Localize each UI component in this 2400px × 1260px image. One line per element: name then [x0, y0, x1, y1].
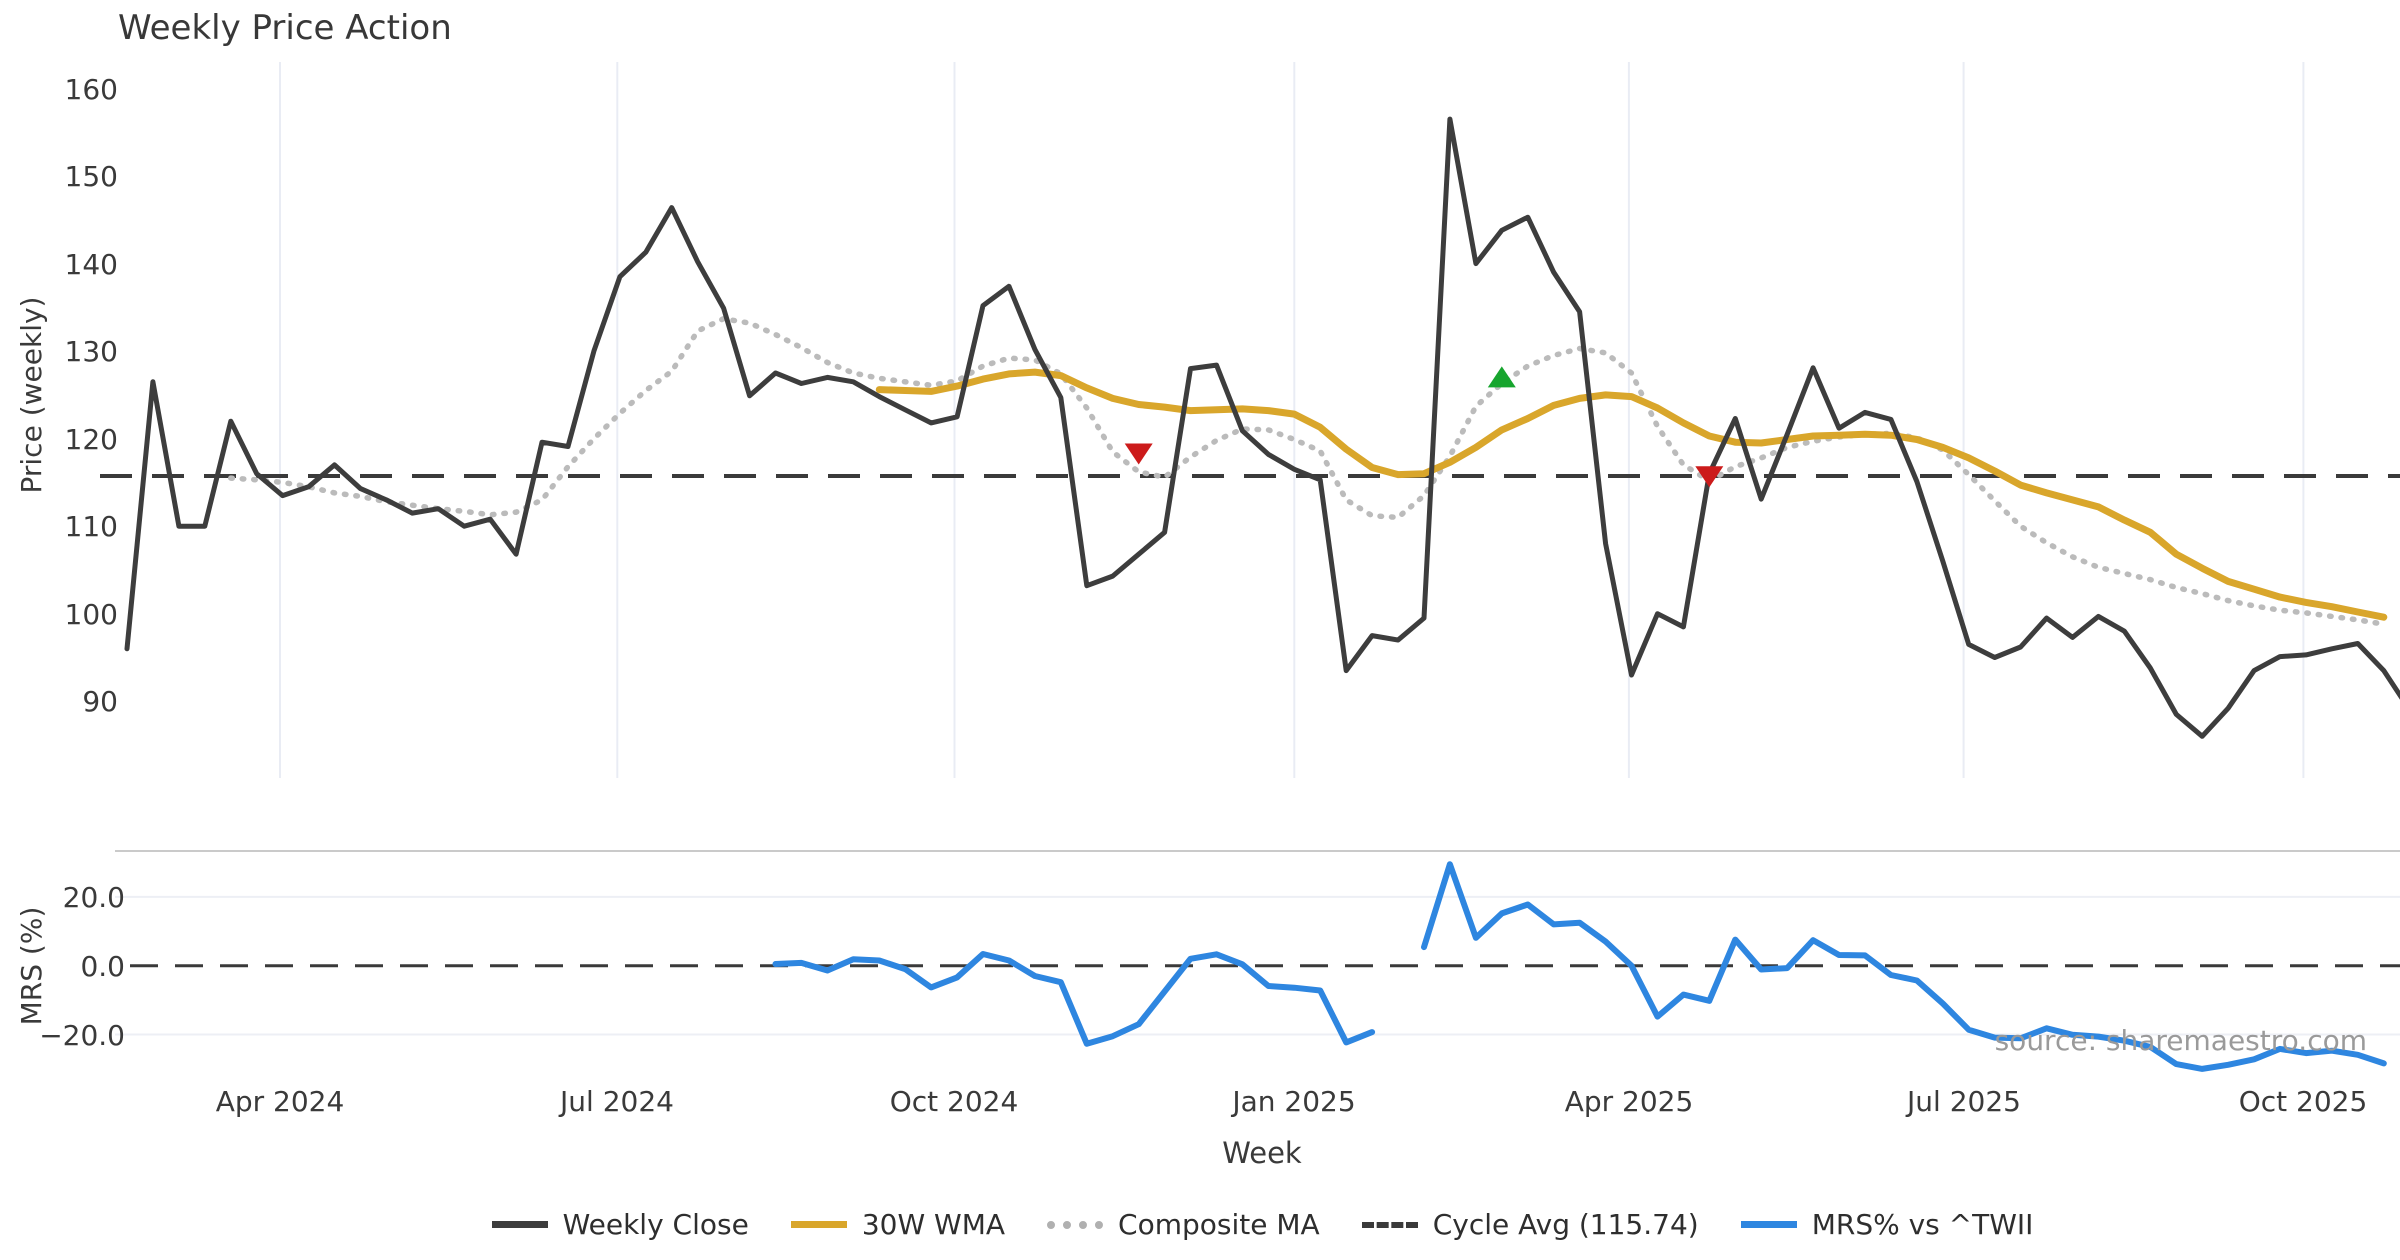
- x-tick-label: Apr 2025: [1564, 1085, 1694, 1118]
- mrs-ytick-label: 0.0: [80, 950, 125, 983]
- buy-signal-marker: [1487, 366, 1516, 388]
- x-tick-label: Oct 2024: [889, 1085, 1019, 1118]
- legend-label: Weekly Close: [562, 1208, 749, 1241]
- legend-label: 30W WMA: [861, 1208, 1006, 1241]
- source-watermark: source: sharemaestro.com: [1994, 1024, 2367, 1057]
- price-ytick-label: 140: [64, 248, 118, 281]
- x-tick-label: Jan 2025: [1232, 1085, 1356, 1118]
- weekly-close-line: [124, 116, 2400, 739]
- cycle-avg-swatch-icon: [1361, 1221, 1418, 1228]
- sell-signal-marker: [1124, 443, 1153, 465]
- mrs-line: [1421, 861, 2387, 1072]
- x-tick-label: Jul 2024: [560, 1085, 674, 1118]
- page-title: Weekly Price Action: [118, 8, 452, 48]
- legend-label: Cycle Avg (115.74): [1432, 1208, 1699, 1241]
- legend-item-30w-wma: 30W WMA: [790, 1208, 1006, 1241]
- legend-item-mrs: MRS% vs ^TWII: [1740, 1208, 2034, 1241]
- legend-item-cycle-avg: Cycle Avg (115.74): [1361, 1208, 1699, 1241]
- sell-signal-marker: [1695, 466, 1724, 488]
- price-ytick-label: 90: [82, 685, 118, 718]
- legend-label: Composite MA: [1118, 1208, 1320, 1241]
- price-ytick-label: 110: [64, 510, 118, 543]
- weekly-close-swatch-icon: [491, 1221, 548, 1228]
- mrs-swatch-icon: [1740, 1221, 1797, 1228]
- price-ytick-label: 100: [64, 598, 118, 631]
- price-ytick-label: 150: [64, 160, 118, 193]
- composite-ma-line: [228, 315, 2387, 627]
- x-tick-label: Oct 2025: [2238, 1085, 2368, 1118]
- legend-item-composite-ma: Composite MA: [1047, 1208, 1320, 1241]
- x-axis-title: Week: [1222, 1136, 1302, 1170]
- mrs-ytick-label: −20.0: [39, 1019, 125, 1052]
- price-ytick-label: 120: [64, 423, 118, 456]
- x-tick-label: Jul 2025: [1907, 1085, 2021, 1118]
- wma-line: [875, 368, 2388, 621]
- legend-item-weekly-close: Weekly Close: [491, 1208, 749, 1241]
- legend: Weekly Close 30W WMA Composite MA Cycle …: [125, 1208, 2400, 1241]
- price-ytick-label: 160: [64, 73, 118, 106]
- wma-swatch-icon: [790, 1221, 847, 1228]
- price-ytick-label: 130: [64, 335, 118, 368]
- composite-swatch-icon: [1047, 1220, 1104, 1229]
- x-tick-label: Apr 2024: [215, 1085, 345, 1118]
- legend-label: MRS% vs ^TWII: [1811, 1208, 2034, 1241]
- mrs-line: [772, 951, 1376, 1047]
- mrs-ytick-label: 20.0: [62, 881, 125, 914]
